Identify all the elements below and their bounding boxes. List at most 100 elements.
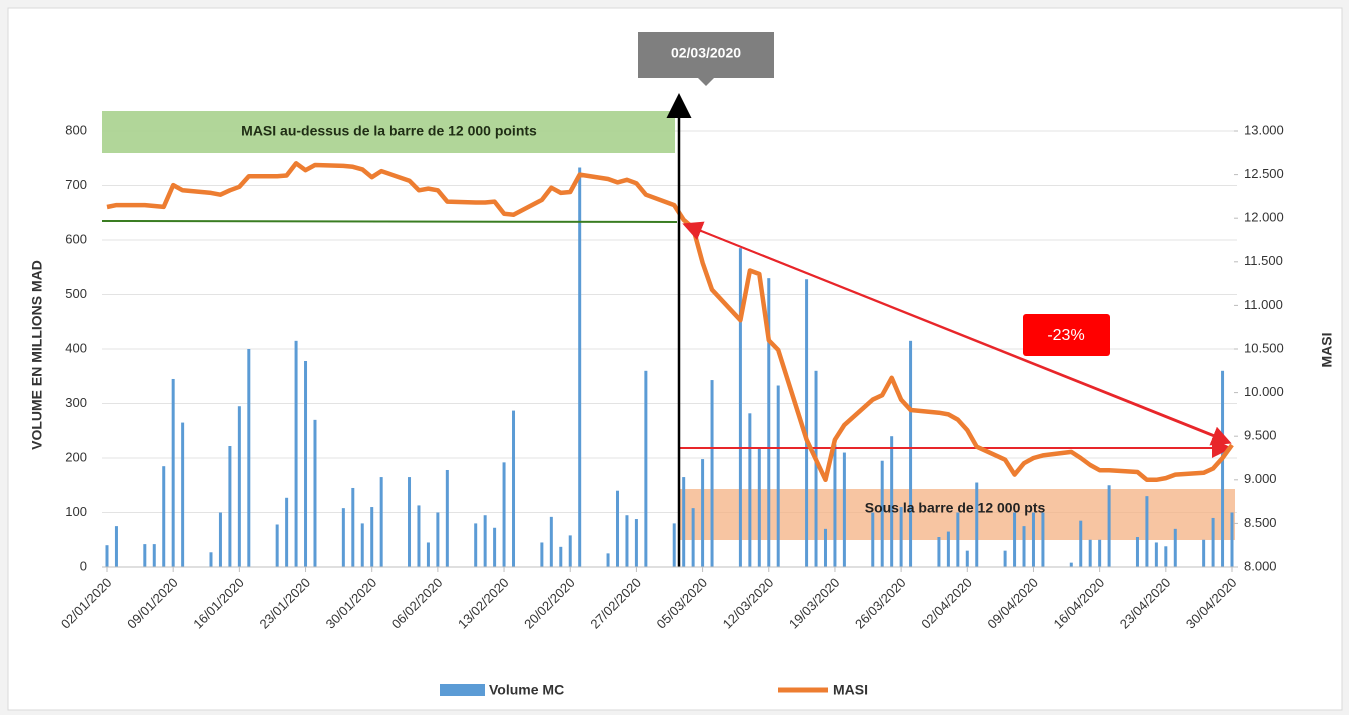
y-tick-label: 800 xyxy=(65,122,87,137)
bar xyxy=(899,507,903,567)
y-tick-label: 600 xyxy=(65,231,87,246)
bar xyxy=(408,477,412,567)
bar xyxy=(493,527,497,567)
bar xyxy=(1135,537,1139,567)
y-tick-label: 400 xyxy=(65,340,87,355)
bar xyxy=(937,537,941,567)
above-label: MASI au-dessus de la barre de 12 000 poi… xyxy=(241,123,537,139)
bar xyxy=(672,523,676,567)
bar xyxy=(606,553,610,567)
y-tick-label: 300 xyxy=(65,395,87,410)
bar xyxy=(805,279,809,567)
bar xyxy=(975,482,979,567)
bar xyxy=(275,524,279,567)
bar xyxy=(890,436,894,567)
bar xyxy=(1031,512,1035,567)
bar xyxy=(143,544,147,567)
bar xyxy=(1145,496,1149,567)
bar xyxy=(578,167,582,567)
y2-tick-label: 12.000 xyxy=(1244,210,1284,225)
y2-tick-label: 8.000 xyxy=(1244,558,1277,573)
y-tick-label: 100 xyxy=(65,504,87,519)
threshold-line xyxy=(101,220,678,223)
bar xyxy=(776,385,780,567)
legend-label: Volume MC xyxy=(489,682,564,698)
bar xyxy=(1107,485,1111,567)
bar xyxy=(351,487,355,567)
bar xyxy=(370,507,374,567)
bar xyxy=(559,546,563,567)
y2-tick-label: 9.000 xyxy=(1244,471,1277,486)
bar xyxy=(1221,370,1225,567)
bar xyxy=(956,512,960,567)
bar xyxy=(209,552,213,567)
bar xyxy=(483,515,487,567)
bar xyxy=(909,340,913,567)
y2-tick-label: 11.500 xyxy=(1244,253,1283,268)
bar xyxy=(1211,517,1215,567)
y-tick-label: 700 xyxy=(65,177,87,192)
bar xyxy=(294,340,298,567)
bar xyxy=(285,497,289,567)
change-label: -23% xyxy=(1047,327,1084,344)
y-tick-label: 200 xyxy=(65,449,87,464)
bar xyxy=(568,535,572,567)
y2-tick-label: 10.500 xyxy=(1244,340,1284,355)
bar xyxy=(1022,526,1026,567)
bar xyxy=(748,413,752,567)
bar xyxy=(379,477,383,567)
bar xyxy=(1069,562,1073,567)
y2-tick-label: 12.500 xyxy=(1244,166,1284,181)
bar xyxy=(767,278,771,567)
bar xyxy=(341,508,345,567)
bar xyxy=(616,490,620,567)
bar xyxy=(738,248,742,568)
bar xyxy=(540,542,544,567)
bar xyxy=(833,444,837,567)
y2-tick-label: 11.000 xyxy=(1244,297,1283,312)
bar xyxy=(1202,539,1206,567)
bar xyxy=(710,380,714,567)
y2-tick-label: 9.500 xyxy=(1244,428,1277,443)
bar xyxy=(417,505,421,567)
bar xyxy=(237,406,241,567)
y2-tick-label: 8.500 xyxy=(1244,515,1277,530)
bar xyxy=(701,459,705,567)
bar xyxy=(474,523,478,567)
bar xyxy=(304,360,308,567)
bar xyxy=(247,349,251,567)
bar xyxy=(360,523,364,567)
bar xyxy=(634,519,638,567)
bar xyxy=(880,460,884,567)
decline-arrow-back xyxy=(682,221,1227,441)
bar xyxy=(814,370,818,567)
bar xyxy=(1013,512,1017,567)
y-tick-label: 500 xyxy=(65,286,87,301)
bar xyxy=(228,446,232,567)
y2-tick-label: 10.000 xyxy=(1244,384,1284,399)
bar xyxy=(1041,512,1045,567)
y2-axis-title: MASI xyxy=(1319,333,1335,368)
above-band xyxy=(102,111,675,153)
date-label: 02/03/2020 xyxy=(671,45,741,61)
bar xyxy=(436,512,440,567)
bar xyxy=(1164,546,1168,567)
bar xyxy=(1173,528,1177,567)
bar xyxy=(682,477,686,567)
y2-tick-label: 13.000 xyxy=(1244,122,1284,137)
bar xyxy=(1079,520,1083,567)
change-box xyxy=(1023,314,1110,356)
bars xyxy=(105,167,1234,568)
bar xyxy=(549,516,553,567)
bar xyxy=(105,545,109,567)
bar xyxy=(842,452,846,567)
date-callout xyxy=(638,32,774,86)
bar xyxy=(1003,550,1007,567)
bar xyxy=(757,447,761,567)
bar xyxy=(152,544,156,567)
bar xyxy=(871,512,875,567)
bar xyxy=(1154,542,1158,567)
bar xyxy=(445,469,449,567)
